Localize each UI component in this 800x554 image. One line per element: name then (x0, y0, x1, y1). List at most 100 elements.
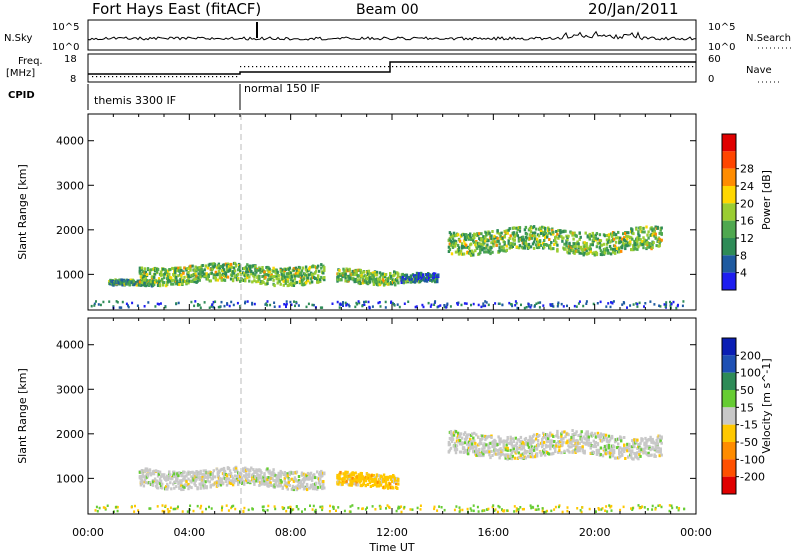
echo-cell (454, 451, 458, 455)
echo-cell (554, 239, 557, 243)
echo-cell (116, 509, 119, 513)
echo-cell (496, 229, 499, 233)
echo-cell (546, 434, 549, 438)
echo-cell (381, 272, 385, 276)
echo-cell (453, 441, 457, 445)
echo-cell (641, 230, 644, 234)
echo-cell (568, 241, 571, 245)
echo-cell (281, 506, 284, 509)
echo-cell (573, 304, 576, 308)
echo-cell (341, 482, 344, 486)
echo-cell (161, 504, 164, 507)
echo-cell (494, 439, 497, 443)
echo-cell (546, 509, 548, 513)
echo-cell (512, 233, 515, 237)
echo-cell (566, 506, 569, 509)
echo-cell (159, 475, 163, 479)
echo-cell (183, 485, 186, 489)
echo-cell (487, 444, 490, 448)
echo-cell (229, 262, 233, 266)
echo-cell (377, 484, 381, 488)
echo-cell (505, 454, 508, 458)
echo-cell (403, 505, 406, 509)
echo-cell (341, 275, 344, 279)
echo-cell (530, 236, 534, 240)
echo-cell (472, 253, 475, 257)
echo-cell (503, 241, 506, 244)
echo-cell (371, 305, 374, 308)
echo-cell (168, 476, 171, 480)
echo-cell (578, 231, 581, 235)
nave-dot (692, 66, 694, 68)
nave-dot (160, 76, 162, 78)
echo-cell (209, 471, 212, 475)
echo-cell (554, 505, 557, 509)
echo-cell (157, 277, 161, 281)
echo-cell (397, 281, 400, 285)
echo-cell (292, 479, 296, 483)
echo-cell (607, 236, 611, 240)
echo-cell (277, 274, 280, 277)
echo-cell (482, 235, 485, 239)
echo-cell (192, 478, 195, 482)
nave-dot (332, 66, 334, 68)
echo-cell (610, 446, 614, 450)
echo-cell (585, 300, 588, 303)
echo-cell (463, 431, 467, 435)
echo-cell (557, 450, 560, 454)
echo-cell (647, 245, 650, 249)
echo-cell (290, 508, 293, 512)
echo-cell (336, 473, 339, 477)
echo-cell (482, 452, 485, 456)
echo-cell (172, 282, 175, 286)
echo-cell (434, 300, 437, 303)
echo-cell (654, 232, 657, 236)
echo-cell (274, 483, 277, 487)
echo-cell (490, 241, 493, 245)
echo-cell (472, 239, 475, 243)
echo-cell (266, 509, 269, 512)
nave-dot (496, 66, 498, 68)
echo-cell (409, 274, 413, 278)
echo-cell (448, 242, 452, 246)
echo-cell (245, 273, 248, 277)
echo-cell (155, 280, 159, 284)
echo-cell (589, 445, 592, 449)
echo-cell (193, 304, 196, 308)
echo-cell (316, 470, 319, 474)
echo-cell (582, 304, 585, 308)
echo-cell (222, 466, 226, 470)
echo-cell (454, 240, 458, 244)
echo-cell (560, 235, 563, 239)
echo-cell (180, 481, 183, 485)
echo-cell (583, 437, 586, 441)
echo-cell (515, 450, 518, 454)
echo-cell (571, 450, 574, 454)
echo-cell (527, 303, 530, 306)
echo-cell (670, 504, 673, 507)
echo-cell (579, 432, 582, 436)
nave-dot (328, 66, 330, 68)
echo-cell (522, 446, 526, 450)
echo-cell (608, 504, 611, 507)
echo-cell (295, 300, 298, 304)
echo-cell (606, 510, 609, 513)
echo-cell (153, 280, 157, 284)
echo-cell (207, 275, 210, 279)
echo-cell (178, 471, 181, 475)
echo-cell (487, 303, 490, 307)
echo-cell (463, 441, 467, 445)
echo-cell (645, 441, 648, 445)
echo-cell (677, 508, 680, 512)
echo-cell (361, 277, 364, 281)
echo-cell (179, 278, 182, 282)
echo-cell (248, 279, 251, 283)
echo-cell (177, 474, 180, 478)
echo-cell (543, 239, 546, 242)
echo-cell (548, 434, 551, 438)
echo-cell (165, 485, 168, 489)
nave-dot (536, 66, 538, 68)
echo-cell (374, 508, 377, 511)
